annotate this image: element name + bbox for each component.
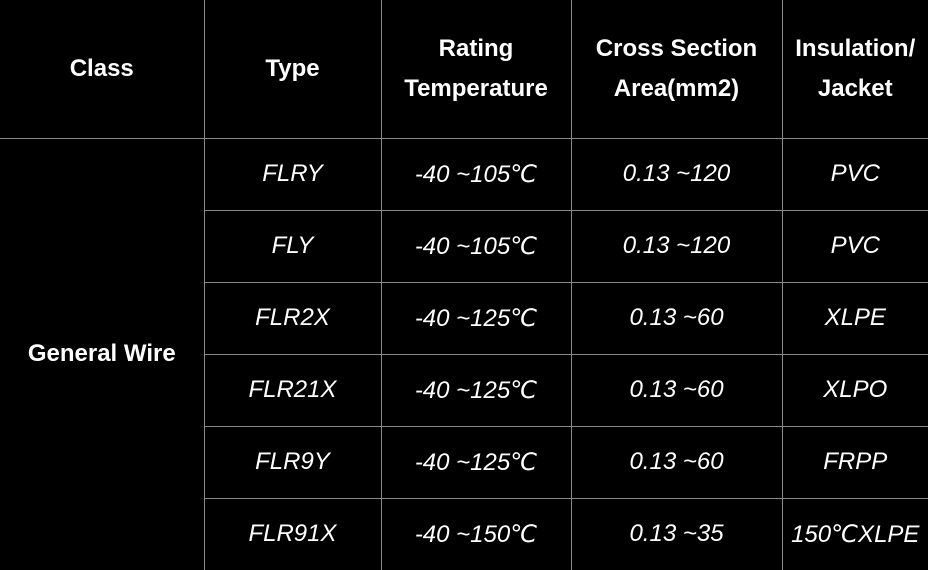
table-cell: 0.13 ~60 xyxy=(570,425,783,499)
table-cell: FLRY xyxy=(203,137,382,211)
header-cell: Class xyxy=(0,0,205,139)
table-cell: FLR91X xyxy=(203,497,382,570)
table-cell: 0.13 ~60 xyxy=(570,353,783,427)
table-header: Class Type Rating Temperature Cross Section… xyxy=(0,0,928,139)
table-row: FLR2X -40 ~125℃ 0.13 ~60 XLPE xyxy=(0,281,928,355)
table-cell: FLR21X xyxy=(203,353,382,427)
table-cell: 150℃XLPE xyxy=(781,497,928,570)
table-cell: 0.13 ~120 xyxy=(570,137,783,211)
table-cell: -40 ~125℃ xyxy=(380,281,572,355)
table-cell: 0.13 ~35 xyxy=(570,497,783,570)
table-cell: FRPP xyxy=(781,425,928,499)
table-cell: -40 ~125℃ xyxy=(380,353,572,427)
header-cell: Insulation/ Jacket xyxy=(781,0,928,139)
table-row: FLR91X -40 ~150℃ 0.13 ~35 150℃XLPE xyxy=(0,497,928,570)
header-cell: Rating Temperature xyxy=(380,0,572,139)
table-cell: -40 ~105℃ xyxy=(380,137,572,211)
table-cell: PVC xyxy=(781,137,928,211)
table-cell: XLPE xyxy=(781,281,928,355)
table-cell: FLY xyxy=(203,209,382,283)
table-body: General Wire FLRY -40 ~105℃ 0.13 ~120 PVC FLY… xyxy=(0,137,928,570)
class-cell: General Wire xyxy=(0,137,205,570)
table-cell: PVC xyxy=(781,209,928,283)
table-cell: -40 ~105℃ xyxy=(380,209,572,283)
table-cell: 0.13 ~120 xyxy=(570,209,783,283)
table-cell: -40 ~125℃ xyxy=(380,425,572,499)
table-row: General Wire FLRY -40 ~105℃ 0.13 ~120 PVC xyxy=(0,137,928,570)
table-row: FLR9Y -40 ~125℃ 0.13 ~60 FRPP xyxy=(0,425,928,499)
table-cell: FLR9Y xyxy=(203,425,382,499)
table-cell: XLPO xyxy=(781,353,928,427)
table-cell: 0.13 ~60 xyxy=(570,281,783,355)
table-cell: -40 ~150℃ xyxy=(380,497,572,570)
header-row: Class Type Rating Temperature Cross Section… xyxy=(0,0,928,139)
table-cell: FLR2X xyxy=(203,281,382,355)
header-cell: Cross Section Area(mm2) xyxy=(570,0,783,139)
table-row: FLR21X -40 ~125℃ 0.13 ~60 XLPO xyxy=(0,353,928,427)
header-cell: Type xyxy=(203,0,382,139)
